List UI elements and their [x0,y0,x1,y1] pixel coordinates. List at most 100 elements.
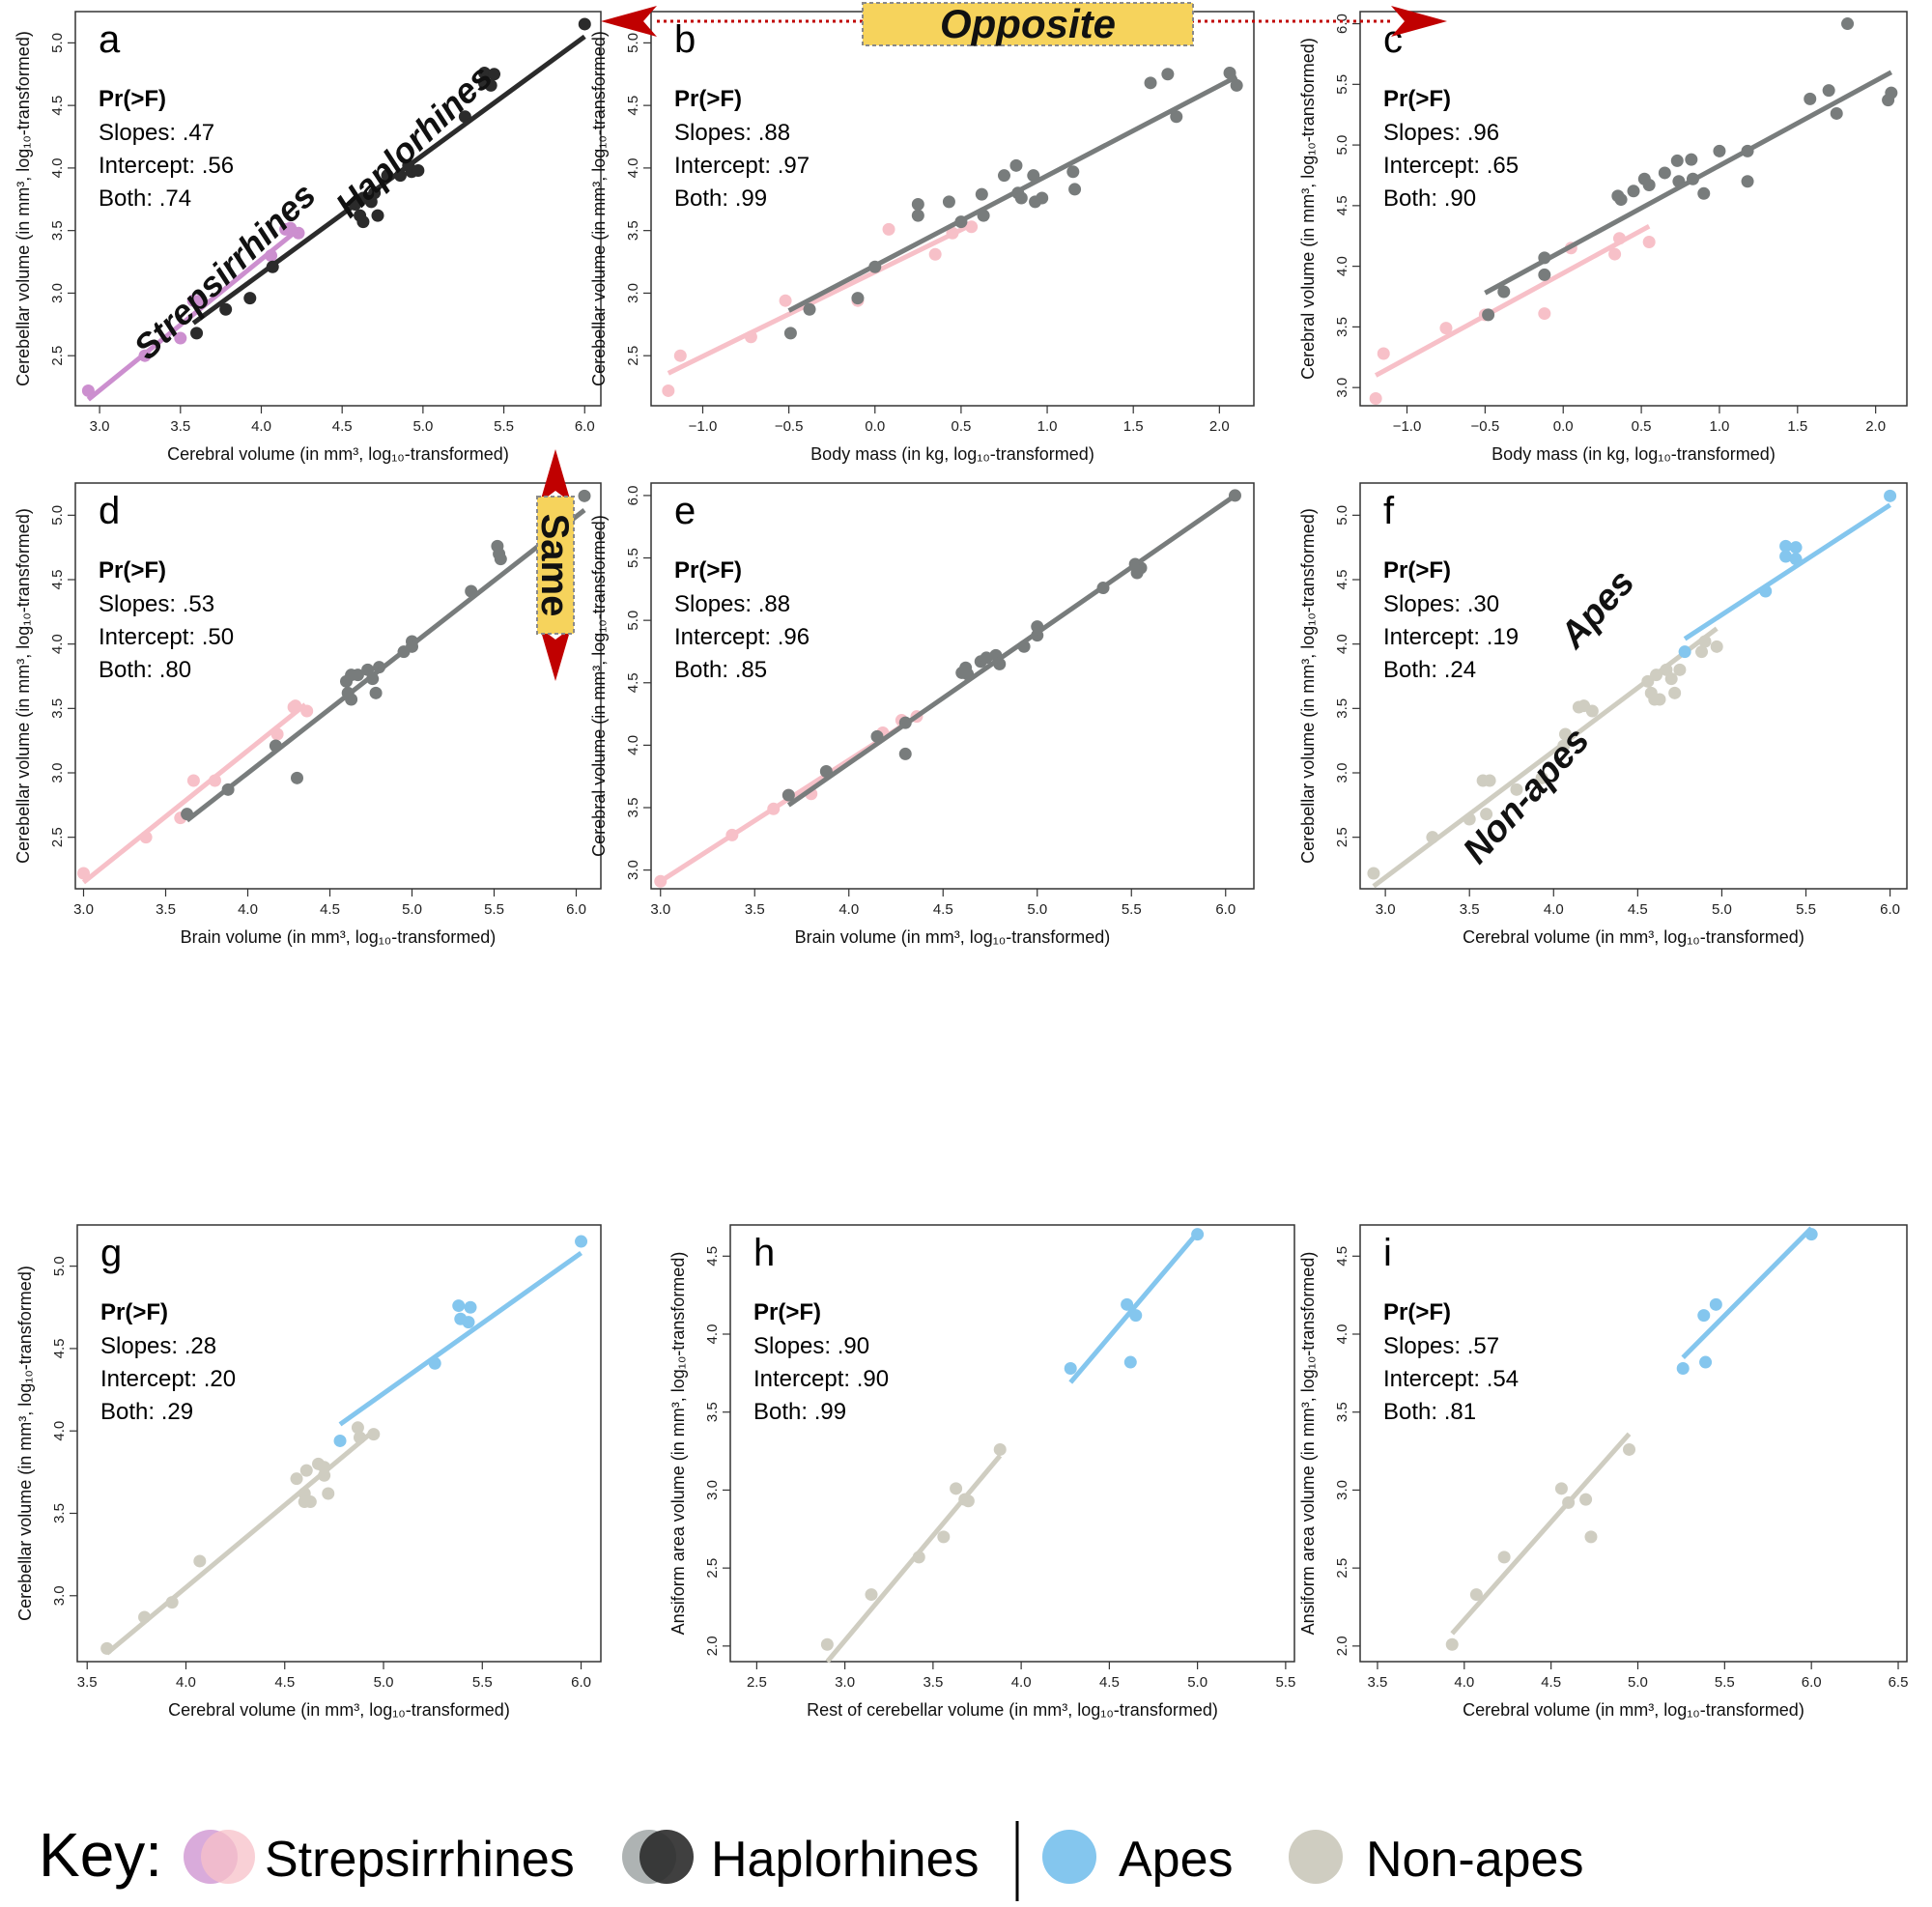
data-point [1497,285,1511,299]
x-tick-label-f: 3.5 [1460,901,1480,918]
fit-line [787,74,1238,313]
stats-title-d: Pr(>F) [99,557,166,583]
x-axis-label-g: Cerebral volume (in mm³, log₁₀-transform… [168,1700,510,1720]
opposite-callout-box [862,2,1194,46]
y-tick-label-a: 2.5 [49,346,66,366]
data-point [1822,84,1835,98]
data-point [462,1316,475,1329]
data-point [980,651,993,665]
y-tick-label-e: 6.0 [625,485,641,505]
y-tick-label-i: 4.5 [1334,1246,1350,1267]
key-haplorhines-label: Haplorhines [711,1832,980,1888]
stats-line-a: Intercept: .56 [99,153,234,179]
fit-line [1683,502,1891,641]
x-tick-label-c: −0.5 [1471,418,1500,435]
x-tick-label-f: 5.0 [1712,901,1732,918]
x-tick-label-a: 5.0 [412,418,433,435]
x-tick-label-c: 1.5 [1787,418,1807,435]
x-tick-label-a: 4.5 [332,418,353,435]
data-point [190,327,204,340]
panel-letter-f: f [1383,490,1395,532]
stats-line-c: Slopes: .96 [1383,120,1499,146]
stats-title-i: Pr(>F) [1383,1299,1451,1325]
y-tick-label-g: 3.0 [51,1585,68,1606]
key-strepsirrhines-swatch-pink [201,1830,255,1884]
y-tick-label-c: 5.5 [1334,74,1350,95]
fit-line [825,1454,1003,1664]
x-tick-label-d: 3.0 [73,901,94,918]
x-tick-label-g: 4.0 [176,1674,196,1691]
group-label-f: Apes [1551,562,1642,657]
y-tick-label-a: 4.5 [49,96,66,116]
x-tick-label-i: 6.0 [1802,1674,1822,1691]
x-tick-label-e: 6.0 [1215,901,1236,918]
data-point [369,686,383,699]
stats-title-g: Pr(>F) [100,1299,168,1325]
x-tick-label-d: 4.5 [320,901,340,918]
x-tick-label-a: 3.0 [90,418,110,435]
x-tick-label-d: 3.5 [156,901,176,918]
plot-frame-a [74,11,602,407]
data-point [997,169,1010,183]
data-point [820,1637,834,1651]
x-axis-label-h: Rest of cerebellar volume (in mm³, log₁₀… [807,1700,1218,1720]
stats-line-a: Slopes: .47 [99,120,214,146]
x-tick-label-h: 5.5 [1275,1674,1295,1691]
data-point [1668,686,1682,699]
y-tick-label-h: 4.5 [704,1246,721,1267]
same-annotation: Same [533,449,576,681]
y-tick-label-a: 3.0 [49,283,66,303]
fit-line [338,1250,582,1427]
data-point [1123,1355,1137,1369]
group-label-a: Haplorhines [327,57,499,225]
fit-line [1450,1432,1632,1636]
series-b-1 [783,17,1243,340]
x-tick-label-c: 2.0 [1865,418,1886,435]
x-tick-label-d: 4.0 [238,901,258,918]
y-tick-label-h: 3.5 [704,1402,721,1422]
x-tick-label-c: 1.0 [1710,418,1730,435]
x-tick-label-e: 3.0 [650,901,670,918]
stats-line-f: Intercept: .19 [1383,624,1519,650]
y-tick-label-i: 3.0 [1334,1480,1350,1500]
data-point [1483,774,1496,787]
same-arrow-down [540,628,571,681]
y-tick-label-d: 4.0 [49,634,66,654]
data-point [322,1487,335,1500]
data-point [371,209,384,222]
data-point [1741,175,1754,188]
data-point [1439,322,1453,335]
fit-line [1372,626,1719,889]
x-tick-label-d: 5.5 [484,901,504,918]
y-tick-label-h: 4.0 [704,1324,721,1345]
group-label-f: Non-apes [1456,720,1598,871]
data-point [1497,1551,1511,1564]
x-tick-label-f: 6.0 [1880,901,1900,918]
panel-letter-d: d [99,490,120,532]
y-tick-label-c: 5.0 [1334,135,1350,156]
data-point [911,197,924,211]
data-point [488,68,501,81]
stats-line-b: Intercept: .97 [674,153,810,179]
plot-frame-h [729,1224,1295,1663]
y-tick-label-h: 2.0 [704,1636,721,1656]
plot-frame-i [1359,1224,1908,1663]
fit-line [86,228,298,402]
fit-line [1681,1226,1813,1359]
y-tick-label-d: 3.0 [49,763,66,783]
same-callout-box [536,496,575,635]
panel-e: 3.0 3.5 4.0 4.5 5.0 5.5 6.0 3.0 3.5 4.0 4.5 5.0 5.5 6… [589,482,1255,947]
data-point [1230,78,1243,92]
x-tick-label-b: 1.5 [1123,418,1144,435]
y-tick-label-d: 2.5 [49,827,66,847]
x-tick-label-h: 4.5 [1099,1674,1120,1691]
y-tick-label-g: 3.5 [51,1503,68,1523]
data-point [1584,1530,1598,1544]
data-point [1664,672,1678,686]
y-tick-label-c: 4.0 [1334,256,1350,276]
y-tick-label-f: 3.0 [1334,763,1350,783]
panel-letter-h: h [753,1232,775,1274]
x-tick-label-g: 4.5 [274,1674,295,1691]
x-tick-label-i: 3.5 [1368,1674,1388,1691]
data-point [1579,1493,1593,1506]
